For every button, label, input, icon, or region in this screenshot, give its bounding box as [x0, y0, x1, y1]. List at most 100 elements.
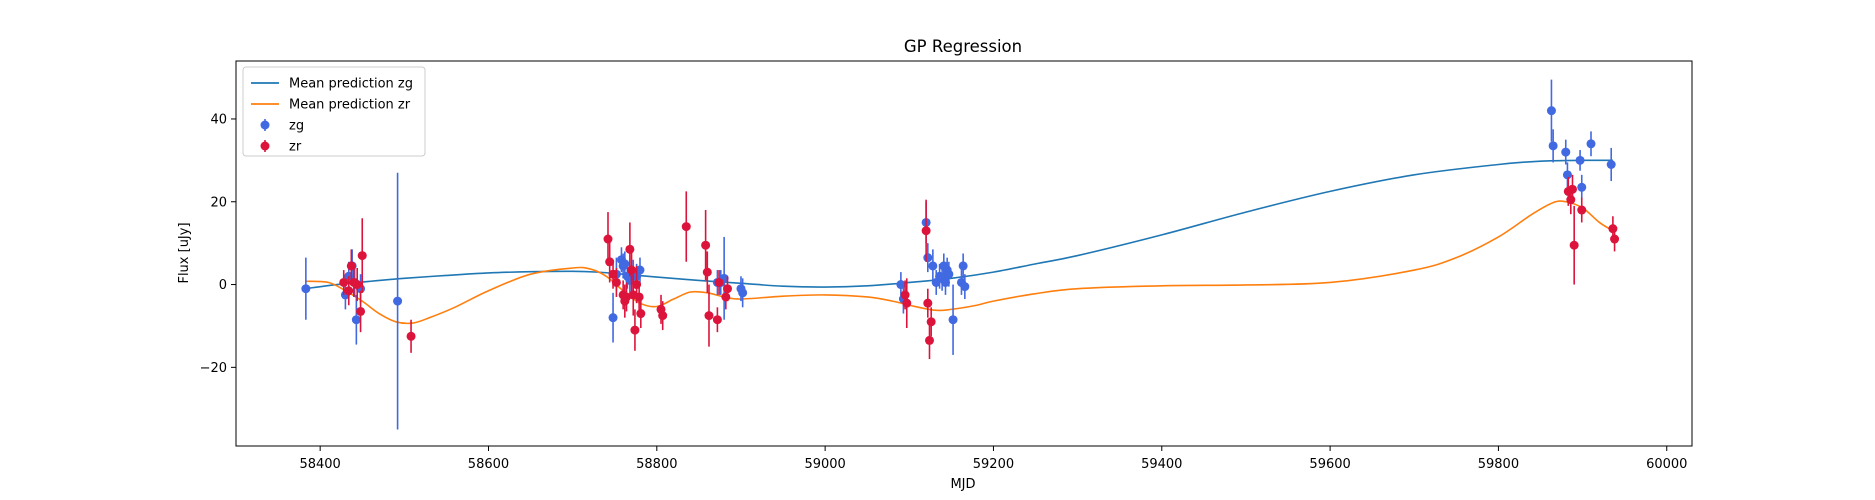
x-tick-label: 58400	[299, 457, 340, 472]
data-point-zr	[636, 299, 646, 329]
marker	[658, 311, 668, 321]
data-point-zg	[1562, 162, 1572, 188]
axis-ticks: 58400 58600 58800 59000 59200 59400 59600 59800…	[200, 112, 1688, 472]
x-tick-label: 59200	[973, 457, 1014, 472]
marker	[738, 288, 748, 298]
marker	[627, 265, 637, 275]
data-point-zg	[1546, 79, 1556, 142]
marker	[357, 251, 367, 261]
data-point-zr	[723, 276, 733, 302]
marker	[928, 261, 938, 271]
data-point-zg	[958, 253, 968, 279]
data-point-zg	[393, 172, 403, 430]
marker	[635, 265, 645, 275]
marker	[301, 284, 311, 294]
data-point-zr	[356, 290, 366, 333]
marker	[636, 309, 646, 319]
marker	[958, 261, 968, 271]
marker	[625, 244, 635, 254]
marker	[1610, 234, 1620, 244]
data-point-zr	[357, 218, 367, 293]
data-point-zg	[1561, 139, 1571, 165]
marker	[900, 290, 910, 300]
marker	[1608, 224, 1618, 234]
legend-label: Mean prediction zg	[289, 77, 413, 92]
data-point-zg	[1548, 129, 1558, 163]
data-point-zg	[738, 278, 748, 308]
data-point-zg	[944, 261, 954, 287]
marker	[406, 331, 416, 341]
marker	[1562, 170, 1572, 180]
marker	[721, 292, 731, 302]
marker	[1561, 147, 1571, 157]
marker	[1586, 139, 1596, 149]
data-point-zr	[1610, 226, 1620, 252]
marker	[1577, 182, 1587, 192]
legend-label: zr	[289, 140, 302, 155]
marker	[605, 257, 615, 267]
x-axis-label: MJD	[950, 477, 975, 492]
data-point-zr	[714, 270, 724, 295]
x-tick-label: 60000	[1646, 457, 1687, 472]
marker	[352, 280, 362, 290]
legend-box	[242, 66, 426, 157]
data-point-zr	[344, 276, 354, 306]
data-point-zr	[926, 307, 936, 337]
data-point-zr	[611, 267, 621, 297]
marker	[924, 335, 934, 345]
marker	[921, 226, 931, 236]
data-point-zg	[1577, 174, 1587, 200]
mean-prediction-line-zg	[304, 159, 1613, 290]
marker	[714, 277, 724, 287]
marker	[1575, 155, 1585, 165]
mean-prediction-line-zr	[304, 200, 1614, 325]
data-point-zr	[658, 301, 668, 331]
x-tick-label: 59000	[804, 457, 845, 472]
x-tick-label: 58800	[636, 457, 677, 472]
y-axis-label: Flux [uJy]	[177, 222, 192, 283]
plot-frame	[235, 60, 1693, 447]
data-point-zr	[702, 251, 712, 293]
data-point-zr	[406, 319, 416, 353]
legend-marker-swatch	[260, 120, 270, 130]
data-point-zr	[627, 245, 637, 295]
marker	[608, 269, 618, 279]
legend: Mean prediction zg Mean prediction zr zg zr	[242, 66, 426, 157]
data-point-zr	[921, 199, 931, 262]
data-point-zg	[948, 284, 958, 355]
data-point-zr	[712, 307, 722, 333]
data-point-zg	[1586, 131, 1596, 157]
data-point-zg	[928, 249, 938, 283]
data-point-zg	[301, 257, 311, 320]
x-tick-label: 58600	[468, 457, 509, 472]
marker	[1569, 240, 1579, 250]
data-point-zr	[902, 278, 912, 329]
marker	[1546, 106, 1556, 116]
marker	[702, 267, 712, 277]
marker	[603, 234, 613, 244]
marker	[356, 306, 366, 316]
data-point-zr	[339, 270, 349, 295]
data-point-zr	[1567, 174, 1577, 204]
marker	[1566, 195, 1576, 205]
marker	[1548, 141, 1558, 151]
y-tick-label: 20	[210, 195, 227, 210]
marker	[948, 315, 958, 325]
marker	[923, 253, 933, 263]
x-tick-label: 59400	[1141, 457, 1182, 472]
prediction-lines	[304, 159, 1614, 325]
data-point-zr	[923, 288, 933, 318]
marker	[704, 311, 714, 321]
marker	[701, 240, 711, 250]
data-point-zg	[635, 257, 645, 283]
marker	[960, 282, 970, 292]
marker	[634, 292, 644, 302]
marker	[393, 296, 403, 306]
legend-label: Mean prediction zr	[289, 98, 411, 113]
marker	[630, 325, 640, 335]
marker	[611, 277, 621, 287]
data-point-zg	[1575, 150, 1585, 171]
x-tick-label: 59800	[1478, 457, 1519, 472]
data-point-zr	[1577, 197, 1587, 223]
